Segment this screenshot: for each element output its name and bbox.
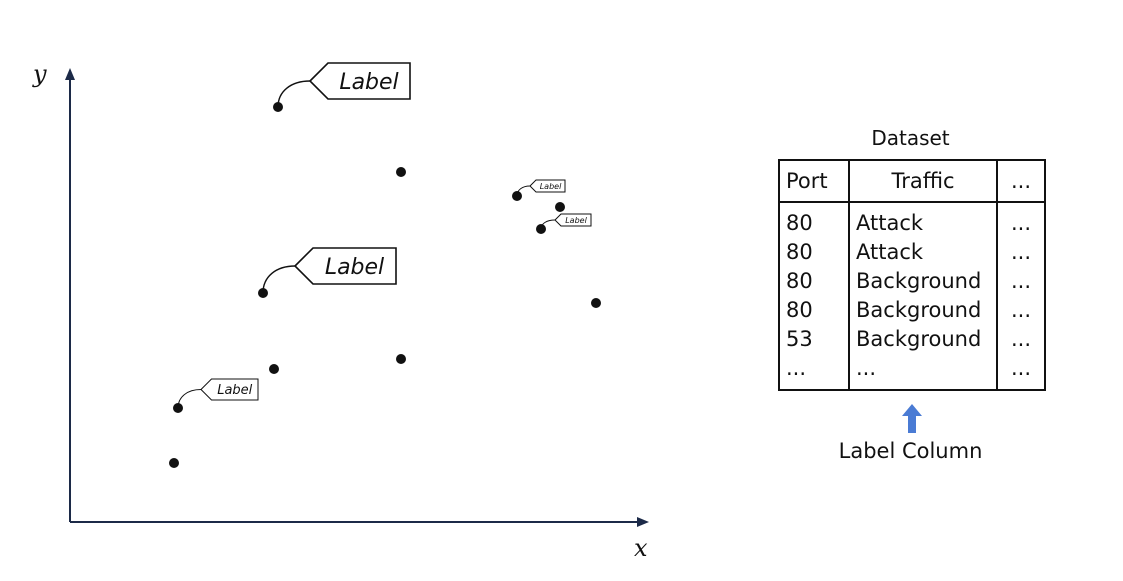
label-column-caption: Label Column (838, 439, 983, 463)
cell-more: ... (1010, 327, 1032, 351)
label-tag: Label (516, 179, 566, 197)
cell-traffic: Attack (849, 238, 998, 267)
table-row: 80 Background ... (779, 296, 1045, 325)
label-tag-string (277, 80, 311, 108)
cell-traffic: Background (849, 267, 998, 296)
table-row: 80 Attack ... (779, 238, 1045, 267)
cell-port: 80 (779, 202, 850, 238)
y-axis-label: y (32, 60, 47, 88)
label-tags: Label Label Label Label Label (177, 62, 592, 409)
column-header-port: Port (779, 160, 850, 203)
dataset-table: Port Traffic ... 80 Attack ... 80 Attack… (778, 159, 1046, 391)
label-tag-shape (529, 179, 566, 193)
cell-port: 80 (779, 238, 850, 267)
cell-more: ... (1010, 240, 1032, 264)
data-point (269, 364, 279, 374)
table-row: ... ... ... (779, 354, 1045, 390)
data-point (591, 298, 601, 308)
cell-more: ... (1010, 211, 1032, 235)
cell-port: 80 (779, 296, 850, 325)
label-tag-shape (308, 62, 411, 100)
label-tag-text: Label (565, 216, 587, 225)
label-tag-text: Label (339, 70, 398, 95)
label-tag: Label (540, 213, 592, 230)
label-tag-shape (293, 247, 397, 285)
dataset-title: Dataset (871, 126, 950, 150)
data-point (169, 458, 179, 468)
arrow-up-icon (902, 404, 922, 433)
data-point (396, 167, 406, 177)
label-tag: Label (177, 378, 259, 409)
scatter-plot: y x Label Label Label Label Label (32, 60, 649, 562)
label-tag-shape (200, 378, 259, 401)
cell-traffic: Background (849, 325, 998, 354)
cell-traffic: Attack (849, 202, 998, 238)
data-point (555, 202, 565, 212)
cell-more: ... (1010, 298, 1032, 322)
arrow-up-shape (902, 404, 922, 433)
cell-port: 53 (779, 325, 850, 354)
label-tag-string (262, 265, 296, 294)
cell-traffic: Background (849, 296, 998, 325)
table-row: 80 Background ... (779, 267, 1045, 296)
label-tag-string (540, 219, 556, 230)
label-tag-string (516, 185, 531, 197)
table-row: 53 Background ... (779, 325, 1045, 354)
cell-port: 80 (779, 267, 850, 296)
data-points (169, 102, 601, 468)
label-tag: Label (277, 62, 411, 108)
cell-more: ... (1010, 356, 1032, 380)
cell-port: ... (779, 354, 850, 390)
y-axis-arrowhead (65, 68, 75, 80)
data-point (396, 354, 406, 364)
label-tag-shape (554, 213, 592, 227)
label-tag-text: Label (217, 383, 252, 398)
label-tag: Label (262, 247, 397, 294)
column-header-more: ... (997, 160, 1045, 203)
x-axis-arrowhead (637, 517, 649, 527)
label-tag-text: Label (325, 255, 384, 280)
label-tag-string (177, 389, 202, 409)
column-header-traffic: Traffic (849, 160, 998, 203)
cell-traffic: ... (849, 354, 998, 390)
label-tag-text: Label (540, 182, 562, 191)
cell-more: ... (1010, 269, 1032, 293)
axes (65, 68, 649, 527)
table-header-row: Port Traffic ... (779, 160, 1045, 203)
table-row: 80 Attack ... (779, 202, 1045, 238)
x-axis-label: x (634, 534, 648, 562)
